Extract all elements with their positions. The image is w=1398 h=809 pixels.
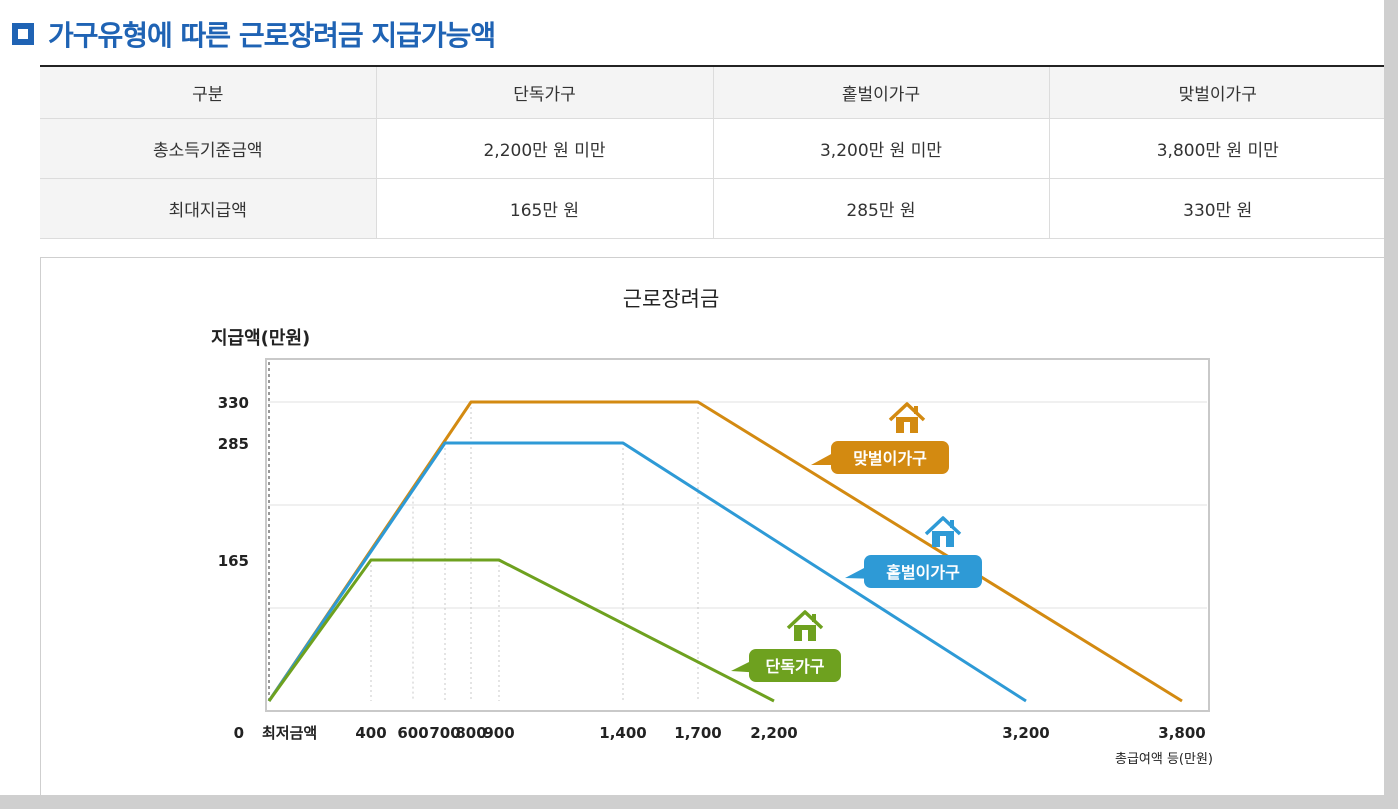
series-line (267, 441, 1027, 703)
x-tick-label: 400 (355, 724, 386, 742)
x-tick-label: 3,800 (1158, 724, 1205, 742)
x-tick-label: 900 (483, 724, 514, 742)
table-cell: 3,800만 원 미만 (1049, 118, 1384, 179)
series-label: 단독가구 (766, 657, 825, 676)
series-line (267, 558, 775, 703)
table-cell: 3,200만 원 미만 (713, 118, 1050, 179)
benefit-table: 구분 단독가구 홑벌이가구 맞벌이가구 총소득기준금액 2,200만 원 미만 … (40, 65, 1384, 239)
header-dual-earner: 맞벌이가구 (1049, 66, 1384, 119)
x-tick-label: 600 (397, 724, 428, 742)
house-icon (924, 516, 962, 547)
x-tick-label: 1,400 (599, 724, 646, 742)
x-tick-label: 2,200 (750, 724, 797, 742)
row-label-income: 총소득기준금액 (40, 118, 377, 179)
x-guide-lines (370, 402, 699, 701)
square-bullet-icon (12, 23, 34, 45)
y-axis-label: 지급액(만원) (211, 328, 310, 349)
chart-title: 근로장려금 (623, 287, 720, 311)
table-cell: 285만 원 (713, 178, 1050, 239)
series-label: 맞벌이가구 (853, 449, 927, 468)
series-callout: 단독가구 (731, 610, 841, 682)
x-start-label: 최저금액 (262, 724, 317, 742)
x-axis-label: 총급여액 등(만원) (1115, 752, 1213, 767)
series-label: 홑벌이가구 (886, 563, 960, 582)
table-header-row: 구분 단독가구 홑벌이가구 맞벌이가구 (40, 66, 1384, 119)
series-callout: 홑벌이가구 (845, 516, 982, 588)
section-title: 가구유형에 따른 근로장려금 지급가능액 (48, 19, 496, 52)
series-lines (267, 400, 1183, 703)
x-tick-label: 800 (455, 724, 486, 742)
content-panel: 가구유형에 따른 근로장려금 지급가능액 구분 단독가구 홑벌이가구 맞벌이가구… (0, 0, 1384, 795)
chart-container: 근로장려금 지급액(만원) 총급여액 등(만원) 최저금액 0 165 285 330… (40, 257, 1384, 795)
y-tick-label: 330 (218, 394, 249, 412)
header-category: 구분 (40, 66, 377, 119)
row-label-max: 최대지급액 (40, 178, 377, 239)
house-icon (888, 402, 926, 433)
callout-box (864, 555, 982, 588)
callout-box (831, 441, 949, 474)
y-tick-labels: 0 165 285 330 (218, 394, 249, 742)
callout-box (749, 649, 841, 682)
x-tick-label: 3,200 (1002, 724, 1049, 742)
table-row: 총소득기준금액 2,200만 원 미만 3,200만 원 미만 3,800만 원… (40, 118, 1384, 179)
house-icon (786, 610, 824, 641)
table-cell: 2,200만 원 미만 (376, 118, 714, 179)
header-single-earner: 홑벌이가구 (713, 66, 1050, 119)
table-cell: 165만 원 (376, 178, 714, 239)
table-cell: 330만 원 (1049, 178, 1384, 239)
plot-frame (265, 358, 1210, 712)
grid (268, 401, 1207, 609)
table-row: 최대지급액 165만 원 285만 원 330만 원 (40, 178, 1384, 239)
series-callout: 맞벌이가구 (811, 402, 949, 474)
y-tick-label: 285 (218, 435, 249, 453)
y-tick-label: 165 (218, 552, 249, 570)
x-tick-label: 700 (429, 724, 460, 742)
y-tick-label: 0 (234, 724, 244, 742)
x-tick-label: 1,700 (674, 724, 721, 742)
benefit-chart: 근로장려금 지급액(만원) 총급여액 등(만원) 최저금액 0 165 285 330… (211, 287, 1213, 767)
header-single: 단독가구 (376, 66, 714, 119)
